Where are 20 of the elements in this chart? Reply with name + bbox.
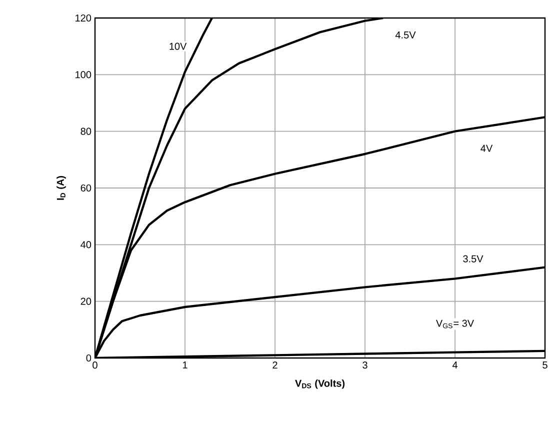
series-label: 10V (170, 42, 187, 50)
x-tick-label: 3 (362, 362, 368, 369)
series-label: 3.5V (463, 255, 484, 262)
x-tick-label: 2 (272, 362, 278, 369)
series-label: 4.5V (395, 32, 416, 38)
text: I$_{D}$ (A) (56, 176, 66, 200)
y-tick-label: 100 (76, 71, 92, 78)
y-tick-label: 120 (76, 14, 92, 22)
series-label: 4V (480, 144, 493, 152)
text: V$_{DS}$ (Volts) (295, 379, 345, 389)
y-tick-label: 0 (86, 354, 92, 362)
y-tick-label: 40 (80, 241, 92, 248)
x-tick-label: 4 (452, 362, 458, 368)
x-tick-label: 0 (92, 362, 98, 369)
text: V$_{GS}$= 3V (436, 320, 474, 328)
y-tick-label: 20 (80, 298, 92, 305)
x-tick-label: 5 (542, 362, 548, 369)
y-tick-label: 60 (80, 184, 92, 192)
x-tick-label: 1 (182, 362, 188, 368)
y-tick-label: 80 (80, 128, 92, 135)
